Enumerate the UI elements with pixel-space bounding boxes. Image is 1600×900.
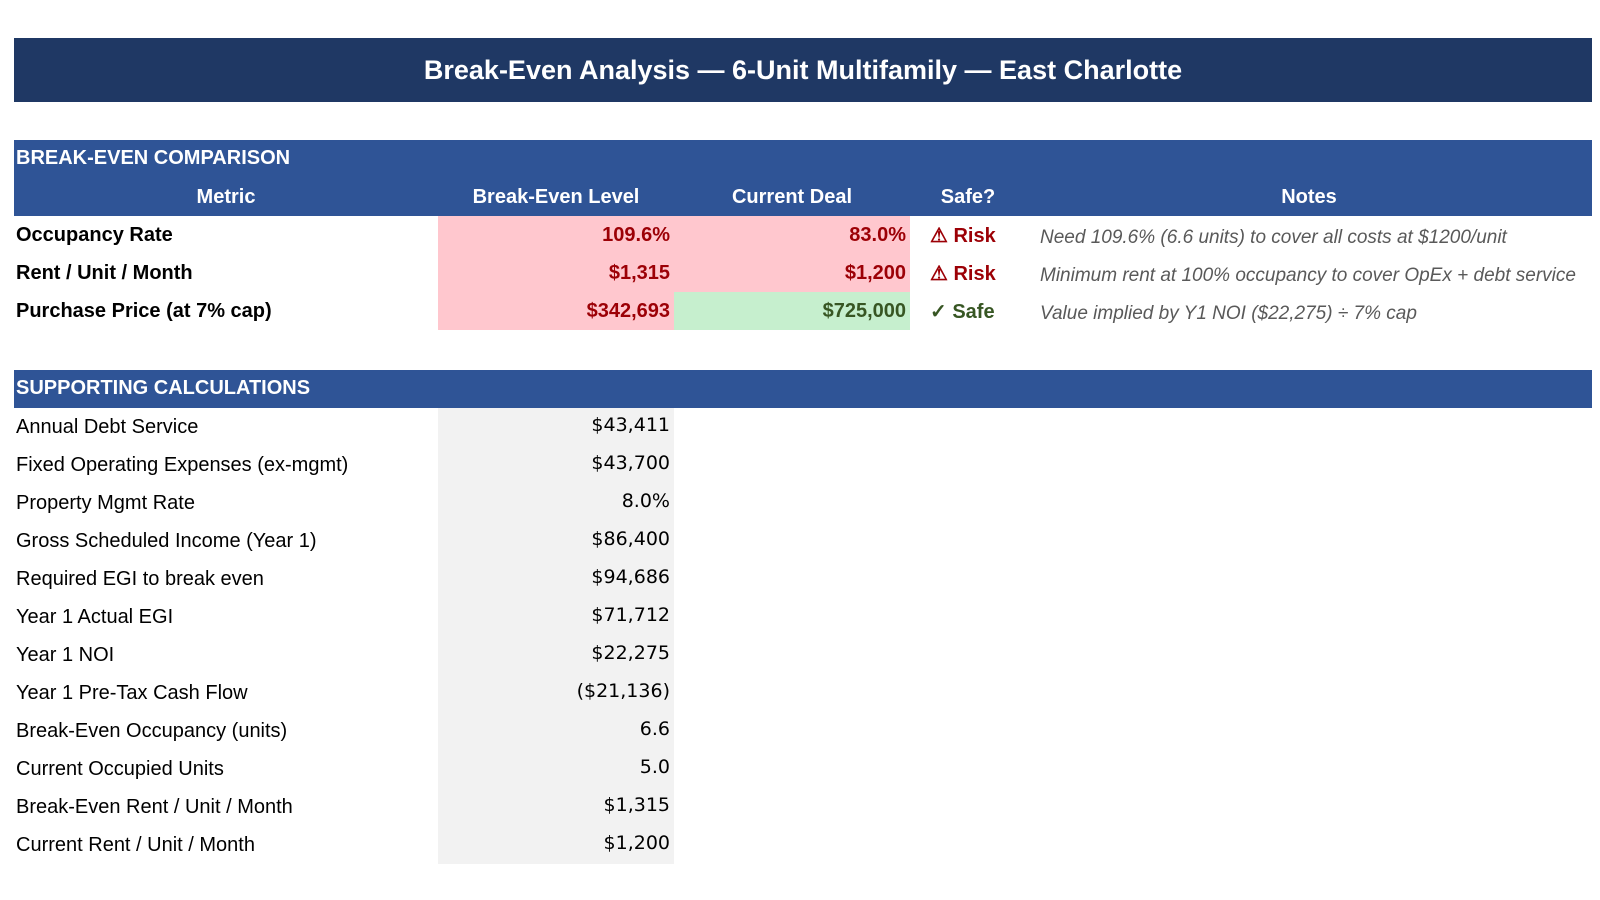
supporting-header-band: SUPPORTING CALCULATIONS	[14, 370, 1592, 408]
calc-label[interactable]: Year 1 Actual EGI	[16, 605, 174, 628]
comparison-section-label: BREAK-EVEN COMPARISON	[16, 147, 291, 169]
calc-row: Year 1 NOI $22,275	[14, 636, 1592, 674]
row-note[interactable]: Minimum rent at 100% occupancy to cover …	[1040, 265, 1576, 286]
break-even-value[interactable]: $342,693	[438, 292, 674, 330]
calc-value[interactable]: 5.0	[438, 750, 674, 788]
calc-row: Current Rent / Unit / Month $1,200	[14, 826, 1592, 864]
calc-row: Break-Even Occupancy (units) 6.6	[14, 712, 1592, 750]
calc-value[interactable]: $22,275	[438, 636, 674, 674]
calc-value[interactable]: $1,315	[438, 788, 674, 826]
break-even-value[interactable]: $1,315	[438, 254, 674, 292]
current-value[interactable]: $725,000	[674, 292, 910, 330]
comparison-row-occupancy: Occupancy Rate 109.6% 83.0% ⚠ Risk Need …	[14, 216, 1592, 254]
metric-label[interactable]: Occupancy Rate	[16, 223, 173, 246]
page-title: Break-Even Analysis — 6-Unit Multifamily…	[14, 38, 1592, 102]
column-header-safe: Safe?	[940, 185, 996, 208]
calc-label[interactable]: Current Rent / Unit / Month	[16, 833, 255, 856]
comparison-header-band: BREAK-EVEN COMPARISON	[14, 140, 1592, 216]
calc-value[interactable]: $43,411	[438, 408, 674, 446]
comparison-row-rent: Rent / Unit / Month $1,315 $1,200 ⚠ Risk…	[14, 254, 1592, 292]
calc-value[interactable]: $43,700	[438, 446, 674, 484]
current-value[interactable]: $1,200	[674, 254, 910, 292]
calc-label[interactable]: Annual Debt Service	[16, 415, 199, 438]
column-header-current: Current Deal	[731, 185, 853, 208]
calc-row: Gross Scheduled Income (Year 1) $86,400	[14, 522, 1592, 560]
calc-label[interactable]: Year 1 NOI	[16, 643, 115, 666]
column-header-metric: Metric	[196, 185, 256, 208]
metric-label[interactable]: Rent / Unit / Month	[16, 261, 193, 284]
calc-value[interactable]: $1,200	[438, 826, 674, 864]
calc-value[interactable]: $86,400	[438, 522, 674, 560]
calc-row: Required EGI to break even $94,686	[14, 560, 1592, 598]
metric-label[interactable]: Purchase Price (at 7% cap)	[16, 299, 272, 322]
column-header-break-even: Break-Even Level	[472, 185, 640, 208]
calc-value[interactable]: ($21,136)	[438, 674, 674, 712]
safe-status-ok[interactable]: ✓ Safe	[930, 300, 995, 323]
safe-status-risk[interactable]: ⚠ Risk	[930, 224, 996, 247]
calc-label[interactable]: Break-Even Rent / Unit / Month	[16, 795, 293, 818]
calc-label[interactable]: Property Mgmt Rate	[16, 491, 195, 514]
break-even-value[interactable]: 109.6%	[438, 216, 674, 254]
row-note[interactable]: Value implied by Y1 NOI ($22,275) ÷ 7% c…	[1040, 303, 1417, 324]
calc-label[interactable]: Gross Scheduled Income (Year 1)	[16, 529, 317, 552]
calc-value[interactable]: $71,712	[438, 598, 674, 636]
calc-label[interactable]: Required EGI to break even	[16, 567, 264, 590]
current-value[interactable]: 83.0%	[674, 216, 910, 254]
calc-label[interactable]: Current Occupied Units	[16, 757, 224, 780]
calc-row: Fixed Operating Expenses (ex-mgmt) $43,7…	[14, 446, 1592, 484]
calc-value[interactable]: 6.6	[438, 712, 674, 750]
calc-label[interactable]: Fixed Operating Expenses (ex-mgmt)	[16, 453, 349, 476]
calc-row: Year 1 Pre-Tax Cash Flow ($21,136)	[14, 674, 1592, 712]
calc-row: Annual Debt Service $43,411	[14, 408, 1592, 446]
calc-label[interactable]: Year 1 Pre-Tax Cash Flow	[16, 681, 248, 704]
calc-row: Current Occupied Units 5.0	[14, 750, 1592, 788]
supporting-section-label: SUPPORTING CALCULATIONS	[16, 377, 311, 399]
calc-row: Break-Even Rent / Unit / Month $1,315	[14, 788, 1592, 826]
comparison-row-purchase-price: Purchase Price (at 7% cap) $342,693 $725…	[14, 292, 1592, 330]
row-note[interactable]: Need 109.6% (6.6 units) to cover all cos…	[1040, 227, 1507, 248]
column-header-notes: Notes	[1281, 185, 1337, 208]
safe-status-risk[interactable]: ⚠ Risk	[930, 262, 996, 285]
calc-value[interactable]: $94,686	[438, 560, 674, 598]
calc-row: Property Mgmt Rate 8.0%	[14, 484, 1592, 522]
calc-value[interactable]: 8.0%	[438, 484, 674, 522]
calc-row: Year 1 Actual EGI $71,712	[14, 598, 1592, 636]
calc-label[interactable]: Break-Even Occupancy (units)	[16, 719, 288, 742]
